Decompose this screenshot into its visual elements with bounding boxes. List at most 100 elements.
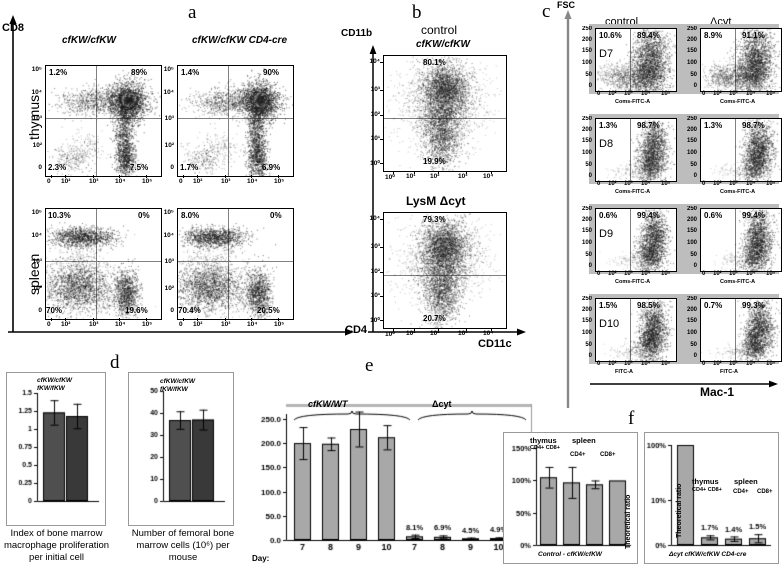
y-tick-label: 250 bbox=[581, 296, 592, 302]
chart-panel-e: cfKW/WT Δcyt Day: bbox=[252, 398, 534, 570]
x-tick-label: 10³ bbox=[729, 181, 738, 187]
x-tick-label: 10⁴ bbox=[115, 178, 126, 185]
x-tick-label: 10⁴ bbox=[641, 91, 651, 97]
plot-cd11b-dcyt bbox=[383, 212, 507, 329]
y-tick-label: 10⁴ bbox=[31, 89, 42, 96]
y-tick-label: 200 bbox=[686, 307, 697, 313]
x-tick-label: 10² bbox=[61, 178, 71, 185]
y-tick-mark bbox=[380, 139, 383, 140]
x-tick-label: 0 bbox=[179, 178, 183, 185]
x-tick-mark bbox=[119, 175, 120, 178]
scatter-canvas bbox=[46, 66, 161, 176]
gate-left-d8-dcyt: 1.3% bbox=[704, 121, 723, 130]
x-tick-label: 10⁴ bbox=[247, 321, 258, 328]
bar-canvas bbox=[645, 433, 778, 563]
chart-panel-d-right: cfKW/cfKW fKW/fKW bbox=[128, 372, 234, 526]
x-tick-mark bbox=[225, 175, 226, 178]
y-tick-mark bbox=[380, 296, 383, 297]
y-tick-label: 150 bbox=[686, 138, 697, 144]
quad-ul-spleen-cd4cre: 8.0% bbox=[181, 211, 200, 220]
gate-right-d7-control: 89.4% bbox=[637, 31, 660, 40]
day-label-d8: D8 bbox=[599, 138, 614, 150]
y-tick-label: 0 bbox=[693, 173, 697, 179]
y-tick-label: 150 bbox=[581, 318, 592, 324]
y-tick-label: 100 bbox=[686, 60, 697, 66]
y-tick-mark bbox=[380, 62, 383, 63]
x-tick-label: 10⁵ bbox=[661, 271, 671, 277]
y-tick-label: 50 bbox=[585, 72, 592, 78]
axis-name-label: Coms-FITC-A bbox=[720, 279, 756, 285]
x-tick-label: 10⁵ bbox=[661, 361, 671, 367]
panel-c-y-arrow bbox=[564, 10, 572, 408]
y-tick-label: 250 bbox=[686, 296, 697, 302]
quad-ur-thymus-control: 89% bbox=[131, 68, 148, 77]
gate-right-d10-dcyt: 99.3% bbox=[742, 301, 765, 310]
x-tick-mark bbox=[251, 318, 252, 321]
x-tick-mark bbox=[197, 175, 198, 178]
plot-cd11b-control bbox=[383, 55, 507, 172]
y-tick-mark bbox=[380, 320, 383, 321]
quad-ll-spleen-control: 70% bbox=[46, 306, 63, 315]
x-tick-label: 10⁵ bbox=[766, 91, 776, 97]
x-tick-label: 10² bbox=[713, 361, 722, 367]
sublabel-f-right-cd4cd8: CD4+ CD8+ bbox=[692, 487, 722, 493]
scatter-canvas bbox=[178, 209, 293, 319]
scatter-canvas bbox=[596, 299, 676, 361]
quad-lr-thymus-control: 7.5% bbox=[130, 163, 149, 172]
y-tick-label: 10³ bbox=[32, 115, 42, 122]
y-tick-label: 250 bbox=[581, 206, 592, 212]
y-tick-label: 200 bbox=[686, 127, 697, 133]
quad-ur-spleen-control: 0% bbox=[138, 211, 150, 220]
scatter-canvas bbox=[596, 29, 676, 91]
scatter-canvas bbox=[46, 209, 161, 319]
x-tick-mark bbox=[183, 318, 184, 321]
x-tick-label: 10³ bbox=[89, 178, 99, 185]
y-tick-label: 100 bbox=[686, 150, 697, 156]
x-tick-label: 10² bbox=[430, 330, 440, 337]
x-tick-label: 0 bbox=[702, 91, 706, 97]
axis-name-label: FITC-A bbox=[720, 369, 739, 375]
gate-left-d7-control: 10.6% bbox=[599, 31, 622, 40]
axis-name-label: Coms-FITC-A bbox=[615, 189, 651, 195]
y-tick-label: 10³ bbox=[164, 258, 174, 265]
y-tick-label: 10⁵ bbox=[163, 209, 174, 216]
x-tick-label: 10⁵ bbox=[766, 361, 776, 367]
x-tick-label: 10² bbox=[608, 271, 617, 277]
y-tick-label: 50 bbox=[690, 162, 697, 168]
y-tick-label: 250 bbox=[686, 206, 697, 212]
quad-ur-spleen-cd4cre: 0% bbox=[270, 211, 282, 220]
x-tick-label: 10² bbox=[608, 91, 617, 97]
gate-lower-cd11b-control: 19.9% bbox=[423, 157, 446, 166]
y-tick-label: 10⁴ bbox=[163, 232, 174, 239]
y-tick-label: 150 bbox=[581, 228, 592, 234]
x-tick-label: 10¹ bbox=[406, 330, 416, 337]
quad-ul-thymus-control: 1.2% bbox=[49, 68, 68, 77]
plot-d9-dcyt bbox=[700, 208, 782, 272]
y-tick-label: 10² bbox=[32, 285, 42, 292]
x-tick-label: 10² bbox=[608, 361, 617, 367]
sublabel-f-right-cd8: CD8+ bbox=[757, 489, 773, 495]
x-tick-label: 0 bbox=[597, 271, 601, 277]
y-tick-label: 200 bbox=[581, 37, 592, 43]
panel-letter-a: a bbox=[188, 2, 197, 23]
legend-d-right-0: cfKW/cfKW bbox=[160, 378, 196, 385]
y-tick-label: 200 bbox=[581, 307, 592, 313]
y-tick-label: 250 bbox=[686, 26, 697, 32]
y-tick-label: 10⁵ bbox=[163, 66, 174, 73]
panel-letter-e: e bbox=[365, 355, 374, 376]
y-tick-label: 150 bbox=[686, 48, 697, 54]
gate-upper-cd11b-dcyt: 79.3% bbox=[423, 215, 446, 224]
y-tick-label: 10⁴ bbox=[369, 58, 380, 65]
plot-spleen-cd4cre bbox=[177, 208, 294, 320]
y-tick-label: 0 bbox=[170, 164, 174, 171]
x-tick-mark bbox=[393, 328, 394, 331]
x-tick-mark bbox=[65, 175, 66, 178]
y-tick-label: 250 bbox=[581, 26, 592, 32]
x-tick-label: 10⁴ bbox=[247, 178, 258, 185]
quad-ul-thymus-cd4cre: 1.4% bbox=[181, 68, 200, 77]
y-tick-label: 50 bbox=[690, 252, 697, 258]
x-tick-mark bbox=[466, 171, 467, 174]
panel-b-x-arrow bbox=[368, 328, 526, 336]
y-tick-label: 10¹ bbox=[370, 292, 380, 299]
x-tick-mark bbox=[225, 318, 226, 321]
